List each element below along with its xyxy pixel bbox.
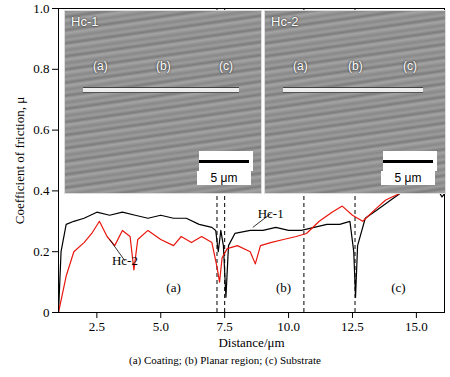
svg-text:5.0: 5.0 (153, 319, 169, 334)
html-text:Hc-1: Hc-1 (71, 14, 99, 29)
svg-text:Hc-2: Hc-2 (112, 253, 138, 268)
svg-text:0: 0 (43, 305, 50, 320)
svg-text:2.5: 2.5 (89, 319, 105, 334)
html-text:(a): (a) (93, 59, 108, 73)
svg-text:0.4: 0.4 (33, 183, 50, 198)
svg-text:0.6: 0.6 (33, 122, 50, 137)
html-text:(a) Coating; (b) Planar region: (a) Coating; (b) Planar region; (c) Subs… (129, 354, 321, 366)
html-text:(c): (c) (219, 59, 233, 73)
svg-text:1.0: 1.0 (33, 1, 49, 16)
html-text:5 μm: 5 μm (394, 171, 422, 185)
svg-text:0.2: 0.2 (33, 244, 49, 259)
svg-text:Distance/μm: Distance/μm (218, 335, 284, 350)
html-text:(a): (a) (293, 59, 308, 73)
svg-text:Hc-1: Hc-1 (258, 206, 284, 221)
svg-text:(c): (c) (391, 280, 405, 295)
svg-text:12.5: 12.5 (341, 319, 364, 334)
svg-text:(b): (b) (276, 280, 291, 295)
html-text:(b): (b) (156, 59, 171, 73)
html-text:5 μm: 5 μm (210, 171, 238, 185)
svg-text:7.5: 7.5 (217, 319, 233, 334)
svg-text:Coefficient of friction, μ: Coefficient of friction, μ (12, 97, 27, 224)
svg-text:10.0: 10.0 (277, 319, 300, 334)
html-text:(c): (c) (403, 59, 417, 73)
svg-text:(a): (a) (166, 280, 180, 295)
html-text:(b): (b) (348, 59, 363, 73)
html-text:Hc-2: Hc-2 (271, 14, 299, 29)
svg-text:0.8: 0.8 (33, 61, 49, 76)
svg-text:15.0: 15.0 (405, 319, 428, 334)
